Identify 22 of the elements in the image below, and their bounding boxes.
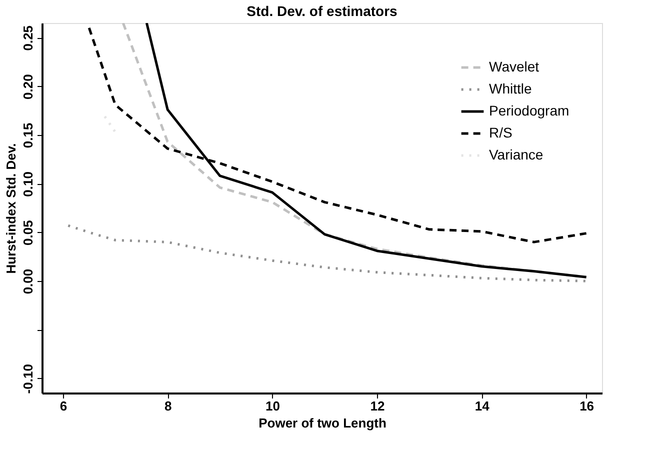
x-tick-label: 6	[60, 398, 68, 414]
x-tick-label: 12	[370, 398, 385, 414]
legend-label: R/S	[489, 124, 512, 140]
y-tick-label: 0.05	[20, 220, 36, 246]
y-tick-label: 0.20	[20, 74, 36, 100]
chart-title: Std. Dev. of estimators	[246, 3, 398, 19]
x-tick-label: 10	[266, 398, 280, 414]
line-series	[66, 224, 588, 282]
y-axis-title: Hurst-index Std. Dev.	[4, 143, 18, 274]
y-tick-label: 0.10	[20, 172, 36, 197]
y-tick-label: -0.10	[20, 364, 36, 394]
x-tick-label: 16	[580, 398, 594, 414]
y-tick-label: 0.00	[20, 268, 36, 294]
y-tick-label: 0.25	[20, 25, 36, 51]
x-axis-title: Power of two Length	[258, 416, 386, 430]
legend-label: Periodogram	[489, 102, 570, 118]
x-tick-label: 8	[164, 398, 172, 414]
legend-label: Variance	[489, 146, 544, 162]
x-tick-label: 14	[474, 398, 490, 414]
legend-label: Whittle	[489, 80, 532, 96]
y-tick-label: 0.15	[20, 122, 36, 148]
legend-label: Wavelet	[489, 58, 540, 74]
